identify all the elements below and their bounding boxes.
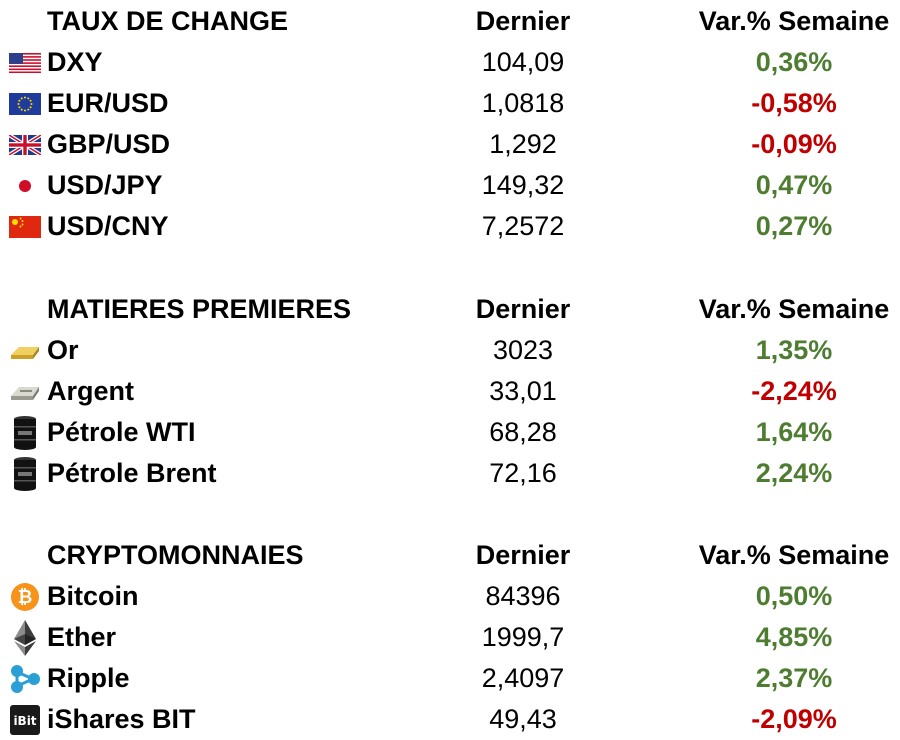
instrument-name: GBP/USD xyxy=(47,129,171,159)
table-row: iBit iShares BIT 49,43 -2,09% xyxy=(0,699,900,740)
last-value: 149,32 xyxy=(481,170,565,200)
instrument-name: USD/CNY xyxy=(47,211,169,241)
weekly-change: 1,64% xyxy=(755,417,833,447)
section-title: CRYPTOMONNAIES xyxy=(47,540,304,570)
last-value: 72,16 xyxy=(489,458,557,488)
column-header-last: Dernier xyxy=(475,540,571,570)
table-row: ₿ Bitcoin 84396 0,50% xyxy=(0,576,900,617)
table-row: Or 3023 1,35% xyxy=(0,330,900,371)
china-flag-icon xyxy=(8,206,42,247)
last-value: 49,43 xyxy=(489,704,557,734)
column-header-weekly-change: Var.% Semaine xyxy=(698,294,890,324)
instrument-name: iShares BIT xyxy=(47,704,196,734)
section-header: TAUX DE CHANGE Dernier Var.% Semaine xyxy=(0,1,900,42)
instrument-name: Argent xyxy=(47,376,134,406)
table-row: USD/JPY 149,32 0,47% xyxy=(0,165,900,206)
table-row: GBP/USD 1,292 -0,09% xyxy=(0,124,900,165)
oil-barrel-icon xyxy=(8,453,42,494)
eu-flag-icon xyxy=(8,83,42,124)
instrument-name: Pétrole Brent xyxy=(47,458,217,488)
weekly-change: 2,37% xyxy=(755,663,833,693)
table-row: Pétrole WTI 68,28 1,64% xyxy=(0,412,900,453)
svg-text:₿: ₿ xyxy=(18,587,33,608)
gold-bar-icon xyxy=(8,330,42,371)
section-matieres-premieres: MATIERES PREMIERES Dernier Var.% Semaine… xyxy=(0,289,900,494)
instrument-name: Ether xyxy=(47,622,117,652)
weekly-change: -0,09% xyxy=(751,129,837,159)
weekly-change: -0,58% xyxy=(751,88,837,118)
column-header-last: Dernier xyxy=(475,294,571,324)
table-row: Ether 1999,7 4,85% xyxy=(0,617,900,658)
weekly-change: -2,09% xyxy=(751,704,837,734)
section-header: CRYPTOMONNAIES Dernier Var.% Semaine xyxy=(0,535,900,576)
ripple-icon xyxy=(8,658,42,699)
instrument-name: Bitcoin xyxy=(47,581,139,611)
instrument-name: Ripple xyxy=(47,663,130,693)
weekly-change: 2,24% xyxy=(755,458,833,488)
weekly-change: -2,24% xyxy=(751,376,837,406)
weekly-change: 0,27% xyxy=(755,211,833,241)
ethereum-icon xyxy=(8,617,42,658)
section-header: MATIERES PREMIERES Dernier Var.% Semaine xyxy=(0,289,900,330)
weekly-change: 0,50% xyxy=(755,581,833,611)
section-cryptomonnaies: CRYPTOMONNAIES Dernier Var.% Semaine ₿ B… xyxy=(0,535,900,740)
instrument-name: Or xyxy=(47,335,79,365)
last-value: 84396 xyxy=(485,581,561,611)
instrument-name: DXY xyxy=(47,47,103,77)
last-value: 1,0818 xyxy=(481,88,565,118)
weekly-change: 0,47% xyxy=(755,170,833,200)
weekly-change: 1,35% xyxy=(755,335,833,365)
ishares-bit-icon: iBit xyxy=(8,699,42,740)
silver-bar-icon xyxy=(8,371,42,412)
last-value: 3023 xyxy=(492,335,554,365)
last-value: 1999,7 xyxy=(481,622,565,652)
table-row: DXY 104,09 0,36% xyxy=(0,42,900,83)
us-flag-icon xyxy=(8,42,42,83)
column-header-weekly-change: Var.% Semaine xyxy=(698,540,890,570)
table-row: Ripple 2,4097 2,37% xyxy=(0,658,900,699)
last-value: 68,28 xyxy=(489,417,557,447)
table-row: EUR/USD 1,0818 -0,58% xyxy=(0,83,900,124)
weekly-change: 4,85% xyxy=(755,622,833,652)
section-title: MATIERES PREMIERES xyxy=(47,294,352,324)
instrument-name: USD/JPY xyxy=(47,170,163,200)
table-row: Argent 33,01 -2,24% xyxy=(0,371,900,412)
weekly-change: 0,36% xyxy=(755,47,833,77)
last-value: 2,4097 xyxy=(481,663,565,693)
instrument-name: EUR/USD xyxy=(47,88,169,118)
section-title: TAUX DE CHANGE xyxy=(47,6,289,36)
uk-flag-icon xyxy=(8,124,42,165)
column-header-last: Dernier xyxy=(475,6,571,36)
last-value: 7,2572 xyxy=(481,211,565,241)
last-value: 33,01 xyxy=(489,376,557,406)
last-value: 1,292 xyxy=(489,129,557,159)
svg-text:iBit: iBit xyxy=(13,714,36,728)
last-value: 104,09 xyxy=(481,47,565,77)
japan-flag-icon xyxy=(8,165,42,206)
column-header-weekly-change: Var.% Semaine xyxy=(698,6,890,36)
table-row: USD/CNY 7,2572 0,27% xyxy=(0,206,900,247)
section-taux-de-change: TAUX DE CHANGE Dernier Var.% Semaine DXY… xyxy=(0,1,900,247)
oil-barrel-icon xyxy=(8,412,42,453)
instrument-name: Pétrole WTI xyxy=(47,417,196,447)
table-row: Pétrole Brent 72,16 2,24% xyxy=(0,453,900,494)
bitcoin-icon: ₿ xyxy=(8,576,42,617)
